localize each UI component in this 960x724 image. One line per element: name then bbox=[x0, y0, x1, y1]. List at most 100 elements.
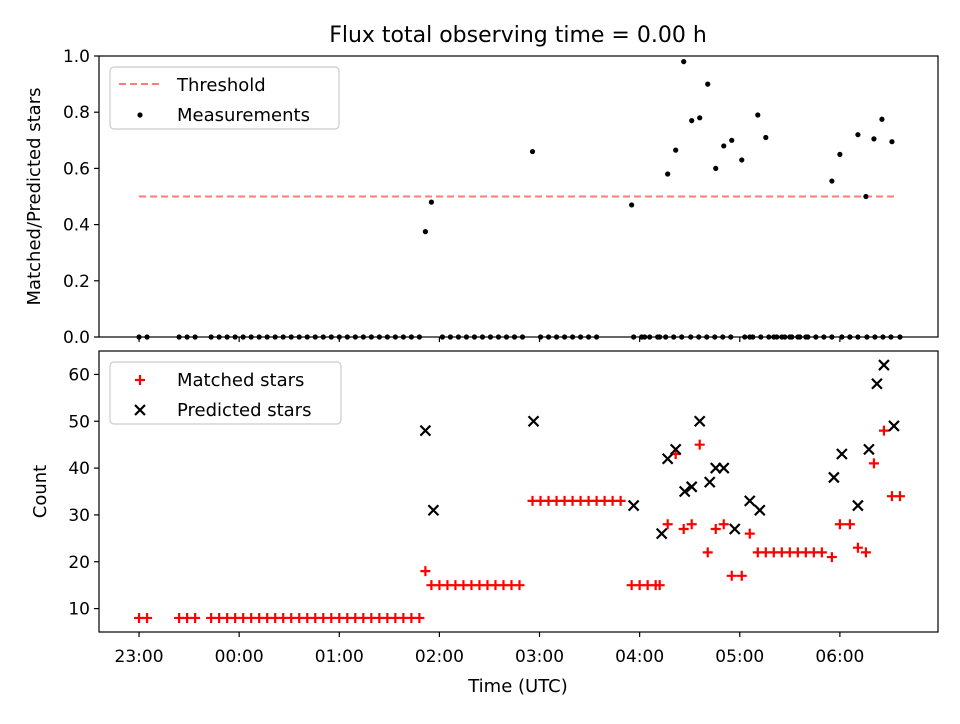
measurement-point bbox=[681, 59, 687, 65]
ratio-panel: 0.0 0.2 0.4 0.6 0.8 1.0 Matched/Predicted star… bbox=[24, 47, 939, 348]
series-predicted-stars bbox=[419, 359, 900, 540]
count-panel: 10 20 30 40 50 60 23:00 00:00 01:00 02:00 03:00 04:… bbox=[30, 350, 939, 667]
matched-stars-point bbox=[615, 495, 626, 506]
predicted-stars-point bbox=[655, 527, 668, 540]
measurement-point bbox=[837, 151, 843, 157]
predicted-stars-point bbox=[828, 471, 840, 484]
matched-stars-point bbox=[694, 439, 705, 450]
measurement-point bbox=[673, 147, 679, 153]
data-marks bbox=[134, 359, 905, 623]
x-axis-ticks: 23:00 00:00 01:00 02:00 03:00 04:00 05:00 06:00 bbox=[115, 632, 864, 667]
measurement-point bbox=[629, 202, 635, 208]
predicted-stars-point bbox=[661, 452, 674, 465]
predicted-stars-point bbox=[693, 415, 706, 428]
legend-matched-swatch bbox=[135, 375, 145, 385]
matched-stars-point bbox=[662, 519, 673, 530]
measurement-point bbox=[739, 157, 745, 163]
y-tick-label: 0.4 bbox=[63, 216, 90, 236]
axes-frame bbox=[98, 350, 939, 633]
matched-stars-point bbox=[420, 566, 431, 577]
legend-label: Threshold bbox=[176, 75, 266, 96]
predicted-stars-point bbox=[627, 499, 640, 512]
legend-label: Predicted stars bbox=[177, 400, 311, 421]
predicted-stars-point bbox=[728, 523, 741, 535]
matched-stars-point bbox=[826, 552, 837, 563]
measurement-point bbox=[729, 137, 735, 143]
x-tick-label: 00:00 bbox=[215, 647, 264, 667]
matched-stars-point bbox=[894, 491, 905, 502]
predicted-stars-point bbox=[669, 443, 682, 456]
predicted-stars-point bbox=[863, 443, 875, 456]
measurement-point bbox=[755, 112, 761, 118]
matched-stars-point bbox=[834, 519, 845, 530]
x-tick-label: 03:00 bbox=[515, 647, 564, 667]
predicted-stars-point bbox=[888, 420, 900, 432]
axes-frame bbox=[98, 55, 939, 338]
legend: Matched stars Predicted stars bbox=[109, 361, 342, 425]
y-tick-label: 30 bbox=[68, 506, 90, 526]
predicted-stars-point bbox=[427, 504, 440, 517]
predicted-stars-point bbox=[743, 495, 756, 507]
matched-stars-point bbox=[852, 542, 863, 553]
matched-stars-point bbox=[686, 519, 697, 530]
predicted-stars-point bbox=[754, 504, 766, 517]
matched-stars-point bbox=[702, 547, 713, 558]
y-tick-label: 0.0 bbox=[63, 328, 90, 348]
x-axis-ticks bbox=[138, 337, 841, 342]
matched-stars-point bbox=[718, 519, 729, 530]
predicted-stars-point bbox=[871, 378, 883, 390]
y-axis-label: Count bbox=[30, 465, 51, 518]
matched-stars-point bbox=[868, 458, 879, 469]
predicted-stars-point bbox=[878, 359, 890, 371]
y-tick-label: 0.6 bbox=[63, 159, 90, 179]
legend-predicted-swatch bbox=[134, 404, 146, 416]
x-tick-label: 05:00 bbox=[715, 647, 764, 667]
y-tick-label: 0.2 bbox=[63, 272, 90, 292]
predicted-stars-point bbox=[527, 415, 540, 428]
legend-label: Measurements bbox=[177, 105, 310, 126]
matched-stars-point bbox=[678, 523, 689, 534]
measurement-point bbox=[697, 115, 703, 121]
matched-stars-point bbox=[710, 523, 721, 534]
measurement-point bbox=[855, 132, 861, 138]
y-tick-label: 20 bbox=[68, 553, 90, 573]
y-tick-label: 10 bbox=[68, 600, 90, 620]
y-axis-ticks: 10 20 30 40 50 60 bbox=[68, 365, 99, 620]
y-tick-label: 1.0 bbox=[63, 47, 90, 67]
matched-stars-point bbox=[514, 580, 525, 591]
matched-stars-point bbox=[860, 547, 871, 558]
measurement-point bbox=[713, 165, 719, 171]
predicted-stars-point bbox=[703, 476, 716, 488]
matched-stars-point bbox=[736, 570, 747, 581]
matched-stars-point bbox=[190, 612, 201, 623]
y-tick-label: 0.8 bbox=[63, 103, 90, 123]
series-matched-stars bbox=[134, 425, 905, 623]
y-axis-ticks: 0.0 0.2 0.4 0.6 0.8 1.0 bbox=[63, 47, 99, 348]
y-tick-label: 60 bbox=[68, 365, 90, 385]
predicted-stars-point bbox=[717, 462, 730, 474]
chart-title: Flux total observing time = 0.00 h bbox=[329, 23, 707, 48]
measurement-point bbox=[871, 136, 877, 142]
legend-box bbox=[109, 66, 340, 130]
matched-stars-point bbox=[744, 528, 755, 539]
x-tick-label: 23:00 bbox=[115, 647, 164, 667]
legend: Threshold Measurements bbox=[109, 66, 340, 130]
matched-stars-point bbox=[726, 570, 737, 581]
measurement-point bbox=[422, 229, 428, 235]
matched-stars-point bbox=[844, 519, 855, 530]
series-measurements bbox=[136, 148, 903, 340]
y-tick-label: 50 bbox=[68, 412, 90, 432]
measurement-point bbox=[889, 139, 895, 145]
x-tick-label: 06:00 bbox=[815, 647, 864, 667]
measurement-point bbox=[863, 193, 869, 200]
measurement-point bbox=[763, 134, 769, 141]
predicted-stars-point bbox=[685, 481, 698, 493]
x-tick-label: 04:00 bbox=[615, 647, 664, 667]
y-tick-label: 40 bbox=[68, 459, 90, 479]
predicted-stars-point bbox=[678, 485, 691, 498]
matched-stars-point bbox=[654, 580, 665, 591]
predicted-stars-point bbox=[419, 424, 432, 437]
legend-label: Matched stars bbox=[177, 370, 304, 391]
measurement-point bbox=[879, 116, 885, 122]
